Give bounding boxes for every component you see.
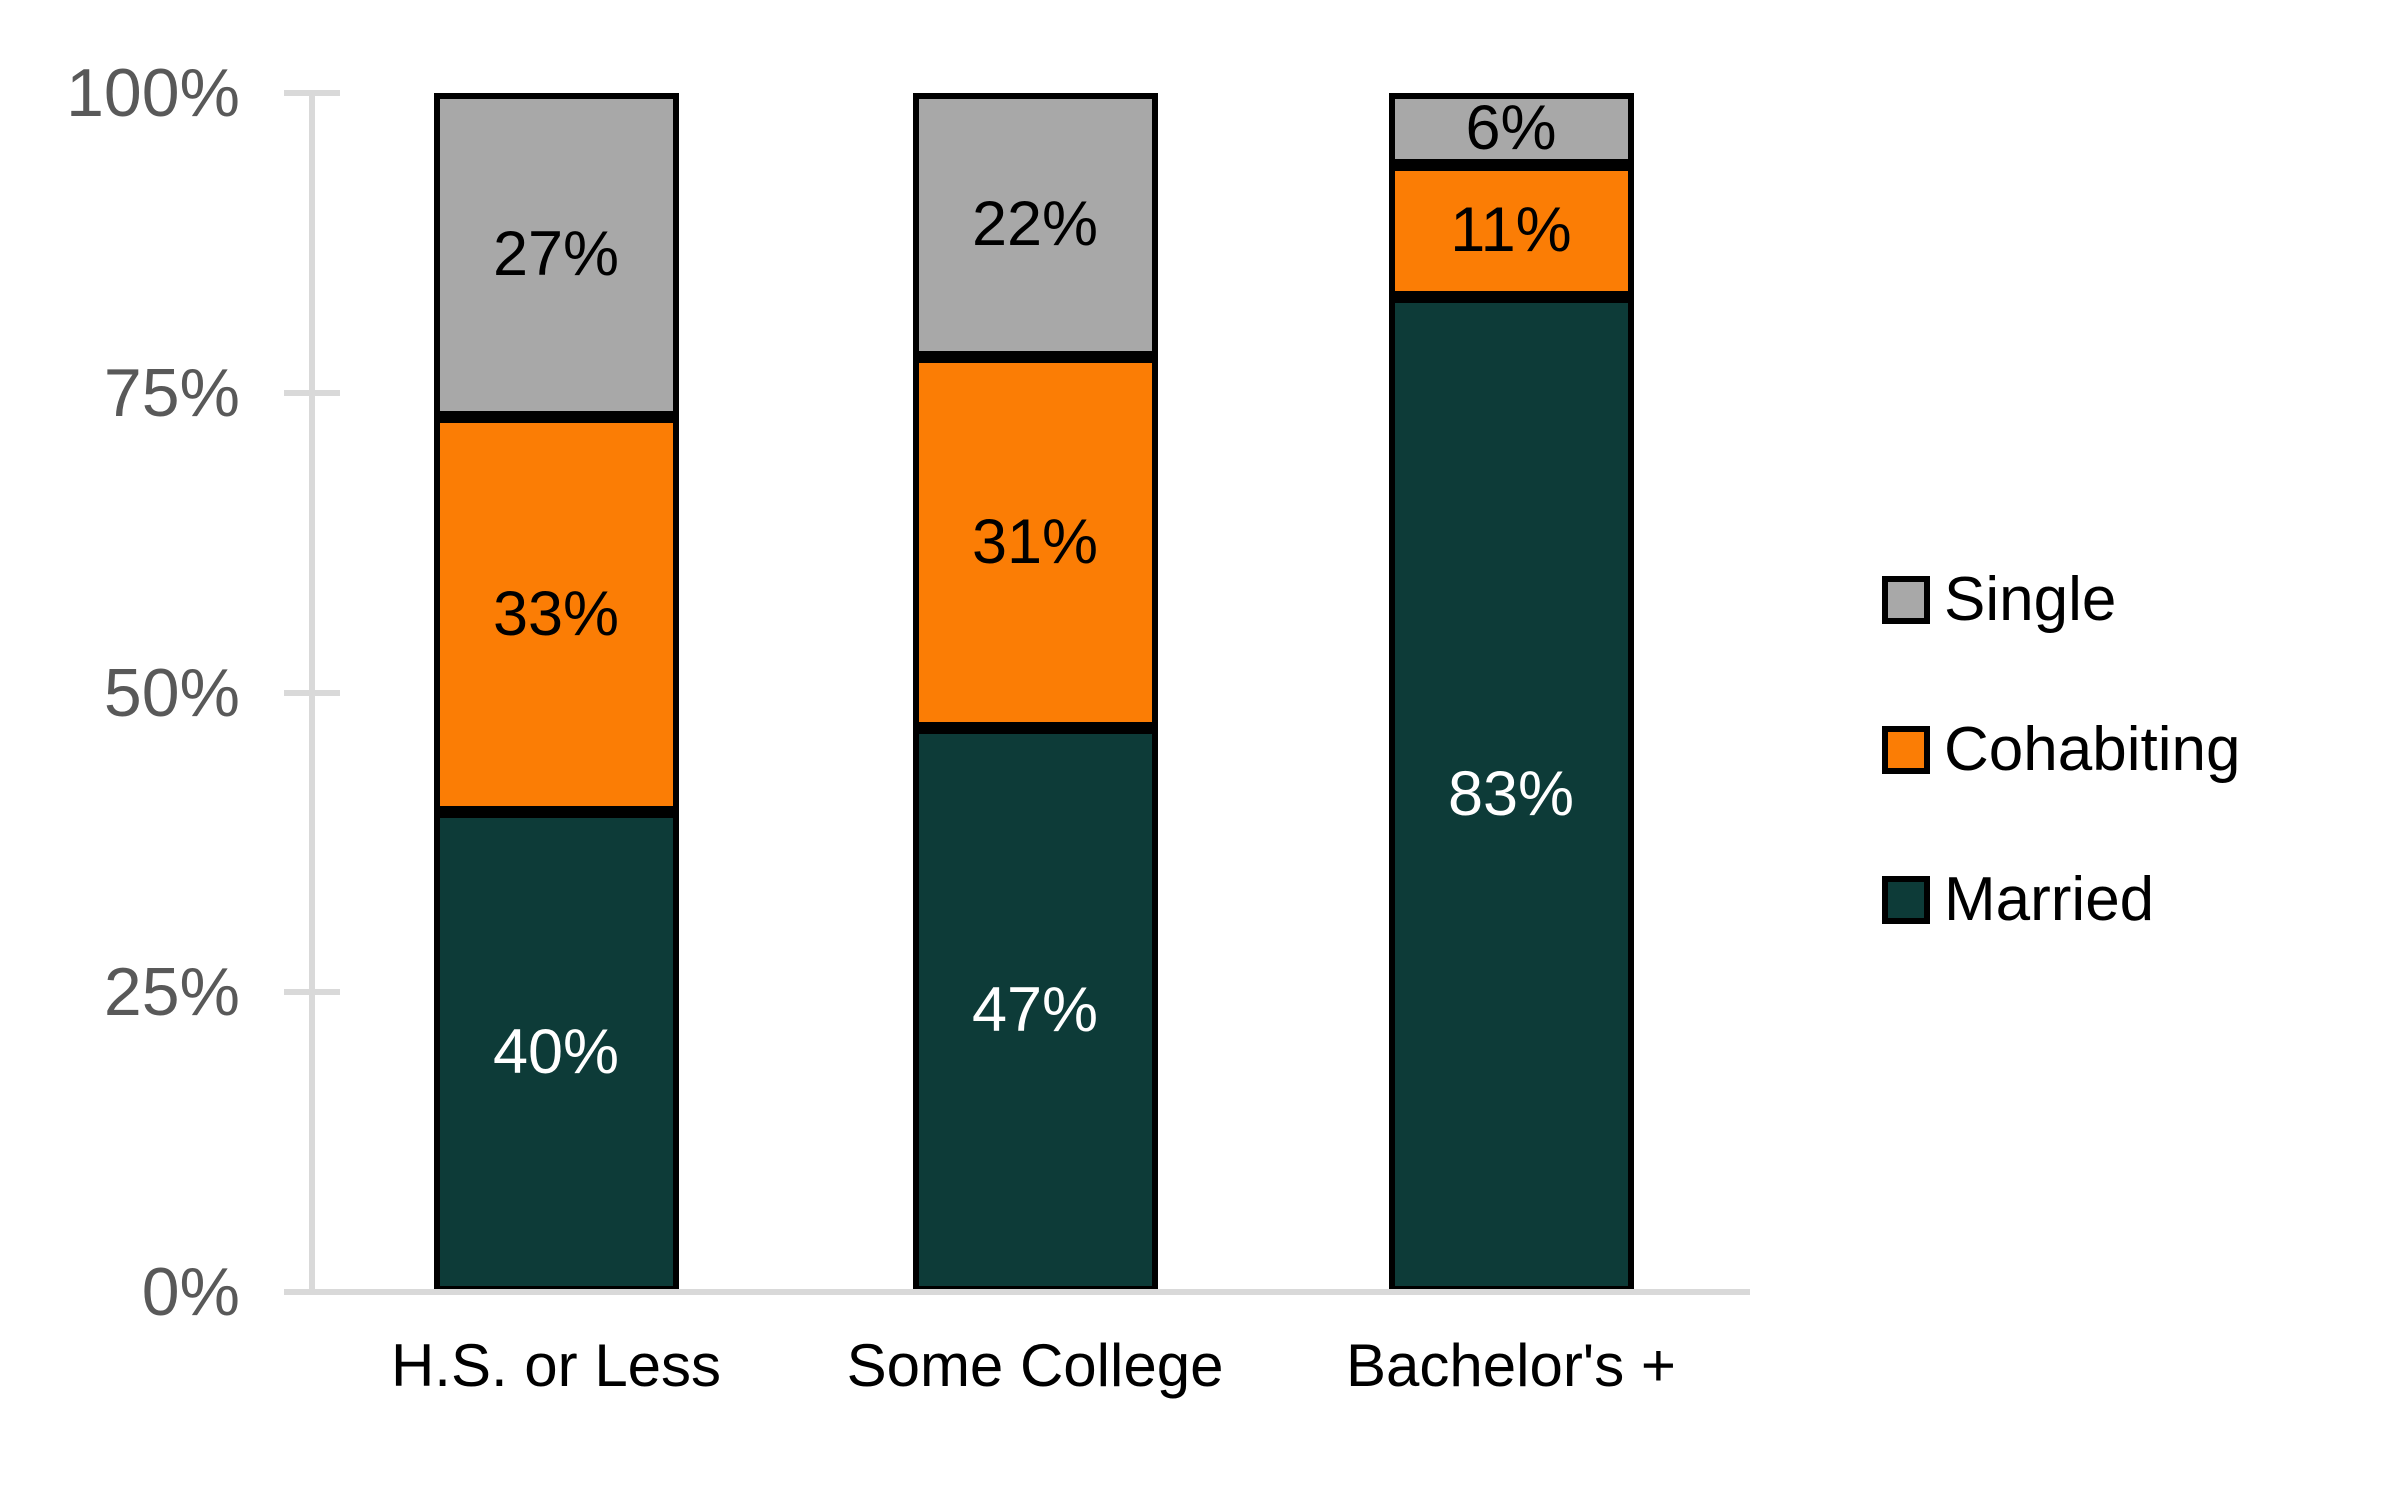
category-label: Some College: [846, 1332, 1224, 1399]
y-axis-tick-label: 50%: [103, 654, 240, 731]
bar-segment-cohabiting: 31%: [912, 356, 1158, 729]
y-axis-tick-label: 25%: [103, 954, 240, 1031]
legend-label: Cohabiting: [1944, 715, 2241, 784]
y-axis-tick: [284, 90, 340, 96]
segment-value-label: 11%: [1450, 195, 1572, 266]
segment-value-label: 27%: [492, 219, 620, 290]
bar-segment-married: 83%: [1388, 296, 1634, 1292]
bar-segment-married: 40%: [433, 812, 679, 1292]
y-axis-tick: [284, 989, 340, 996]
y-axis-tick-label: 75%: [103, 354, 240, 431]
bar-segment-single: 6%: [1388, 93, 1634, 165]
y-axis-tick: [284, 689, 340, 696]
category-label: H.S. or Less: [390, 1332, 722, 1399]
bar-segment-single: 22%: [912, 93, 1158, 357]
legend-item-married: Married: [1882, 864, 2154, 936]
legend-label: Single: [1944, 565, 2117, 634]
segment-value-label: 47%: [971, 974, 1099, 1045]
segment-value-label: 33%: [492, 579, 620, 650]
legend-label: Married: [1944, 865, 2155, 934]
y-axis-tick-label: 0%: [141, 1254, 240, 1330]
segment-value-label: 40%: [492, 1016, 620, 1087]
legend-swatch-cohabiting: [1882, 726, 1930, 774]
segment-value-label: 31%: [971, 507, 1099, 578]
x-axis-line: [284, 1289, 1750, 1295]
y-axis-tick: [284, 389, 340, 396]
bar-segment-cohabiting: 33%: [433, 416, 679, 813]
y-axis-tick-label: 100%: [66, 55, 240, 131]
segment-value-label: 22%: [971, 189, 1099, 260]
bar-segment-single: 27%: [433, 93, 679, 417]
category-label: Bachelor's +: [1346, 1332, 1676, 1399]
segment-value-label: 6%: [1465, 93, 1557, 164]
legend-item-single: Single: [1882, 564, 2116, 636]
legend-swatch-married: [1882, 876, 1930, 924]
legend-item-cohabiting: Cohabiting: [1882, 714, 2240, 786]
legend-swatch-single: [1882, 576, 1930, 624]
bar-segment-married: 47%: [912, 728, 1158, 1292]
bar-segment-cohabiting: 11%: [1388, 164, 1634, 297]
segment-value-label: 83%: [1447, 758, 1575, 829]
